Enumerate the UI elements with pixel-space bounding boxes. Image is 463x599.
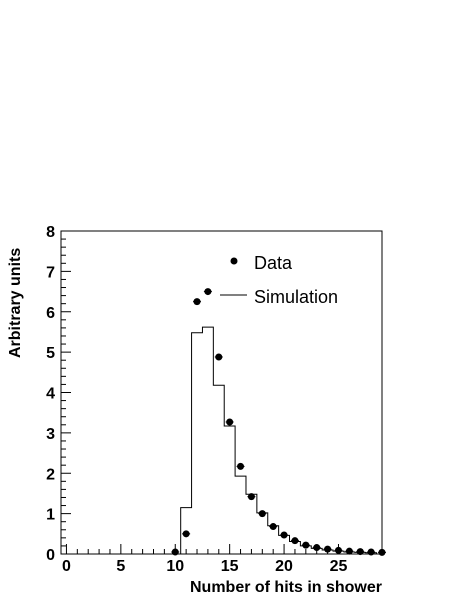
- tick-labels: 0 5 10 15 20 25 0 1 2 3 4 5 6 7 8: [46, 224, 347, 575]
- data-point: [313, 544, 321, 552]
- data-point: [204, 288, 212, 296]
- y-tick-label: 1: [46, 507, 55, 524]
- y-tick-label: 6: [46, 305, 55, 322]
- data-point: [193, 298, 201, 306]
- x-tick-label: 15: [221, 558, 239, 575]
- data-points: [171, 288, 386, 556]
- data-point: [258, 510, 266, 518]
- data-point: [237, 462, 245, 470]
- data-point: [280, 531, 288, 539]
- y-tick-label: 7: [46, 264, 55, 281]
- x-axis-title: Number of hits in shower: [190, 579, 382, 596]
- data-point: [367, 548, 375, 556]
- y-tick-label: 8: [46, 224, 55, 241]
- data-point: [334, 546, 342, 554]
- data-point: [302, 541, 310, 549]
- legend-simulation-label: Simulation: [254, 287, 338, 307]
- x-tick-label: 20: [275, 558, 293, 575]
- y-tick-label: 0: [46, 547, 55, 564]
- data-point: [378, 548, 386, 556]
- plot-frame: [60, 230, 383, 555]
- data-point: [345, 547, 353, 555]
- data-point: [226, 418, 234, 426]
- y-axis-title: Arbitrary units: [7, 248, 24, 358]
- data-point: [291, 537, 299, 545]
- data-point: [171, 548, 179, 556]
- y-tick-label: 5: [46, 345, 55, 362]
- simulation-histogram: [180, 326, 378, 554]
- y-tick-label: 2: [46, 466, 55, 483]
- x-tick-label: 25: [330, 558, 348, 575]
- x-tick-label: 5: [116, 558, 125, 575]
- legend: Data Simulation: [220, 253, 338, 307]
- x-tick-label: 10: [166, 558, 184, 575]
- y-tick-label: 4: [46, 386, 55, 403]
- y-tick-label: 3: [46, 426, 55, 443]
- data-point: [269, 523, 277, 531]
- data-point: [215, 353, 223, 361]
- data-point: [247, 493, 255, 501]
- ticks: [61, 230, 383, 555]
- legend-data-label: Data: [254, 253, 293, 273]
- data-point: [356, 548, 364, 556]
- x-tick-label: 0: [62, 558, 71, 575]
- data-point: [324, 545, 332, 553]
- data-point: [182, 530, 190, 538]
- legend-data-marker: [230, 257, 238, 265]
